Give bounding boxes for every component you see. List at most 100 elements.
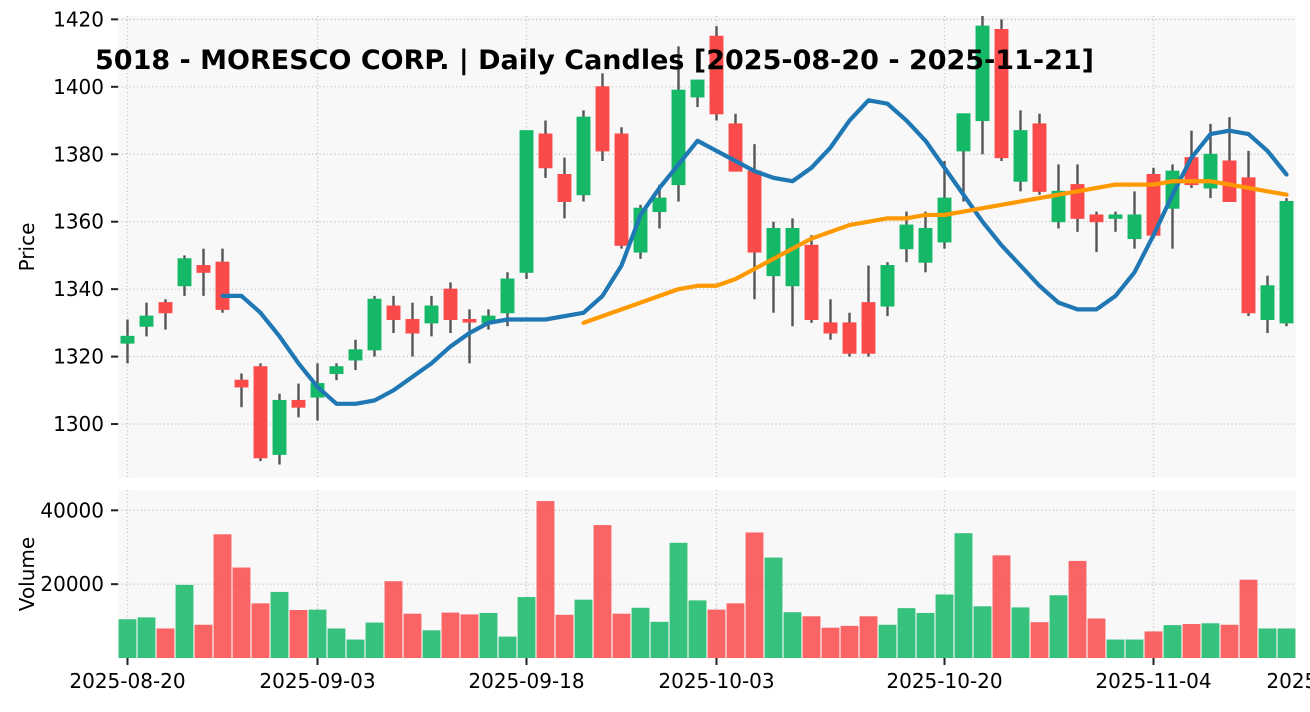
candle[interactable] — [158, 299, 173, 330]
volume-bar[interactable] — [441, 612, 460, 658]
volume-bar[interactable] — [992, 555, 1011, 658]
candle[interactable] — [614, 127, 629, 249]
candle[interactable] — [291, 383, 306, 418]
candle[interactable] — [405, 302, 420, 357]
candle[interactable] — [310, 363, 325, 421]
volume-bar[interactable] — [954, 533, 973, 658]
candle[interactable] — [766, 221, 781, 313]
volume-bar[interactable] — [555, 614, 574, 658]
volume-bar[interactable] — [1144, 631, 1163, 658]
candle[interactable] — [652, 184, 667, 229]
volume-bar[interactable] — [251, 603, 270, 658]
candle[interactable] — [1260, 275, 1275, 333]
candle[interactable] — [177, 255, 192, 296]
volume-bar[interactable] — [175, 584, 194, 658]
candle[interactable] — [386, 295, 401, 333]
candle[interactable] — [519, 130, 534, 280]
volume-bar[interactable] — [1239, 579, 1258, 658]
candle[interactable] — [253, 363, 268, 462]
candle[interactable] — [272, 393, 287, 465]
volume-bar[interactable] — [726, 603, 745, 658]
volume-bar[interactable] — [327, 628, 346, 658]
volume-bar[interactable] — [384, 581, 403, 658]
volume-bar[interactable] — [859, 616, 878, 658]
candle[interactable] — [1108, 211, 1123, 232]
candle[interactable] — [956, 113, 971, 202]
candle[interactable] — [823, 299, 838, 340]
volume-bar[interactable] — [1068, 560, 1087, 658]
candle[interactable] — [1032, 113, 1047, 195]
volume-bar[interactable] — [745, 532, 764, 658]
volume-bar[interactable] — [460, 614, 479, 658]
candle[interactable] — [234, 373, 249, 408]
candle[interactable] — [538, 120, 553, 178]
candle[interactable] — [880, 262, 895, 317]
volume-bar[interactable] — [802, 616, 821, 658]
volume-bar[interactable] — [688, 600, 707, 658]
volume-bar[interactable] — [973, 606, 992, 658]
volume-bar[interactable] — [479, 612, 498, 658]
volume-bar[interactable] — [517, 597, 536, 658]
candle[interactable] — [1013, 110, 1028, 192]
candle[interactable] — [937, 161, 952, 249]
volume-bar[interactable] — [1163, 625, 1182, 658]
volume-bar[interactable] — [1087, 618, 1106, 658]
candle[interactable] — [329, 363, 344, 381]
volume-bar[interactable] — [1125, 639, 1144, 658]
volume-bar[interactable] — [574, 599, 593, 658]
candle[interactable] — [785, 218, 800, 327]
candle[interactable] — [1146, 167, 1161, 239]
volume-bar[interactable] — [1011, 607, 1030, 658]
volume-bar[interactable] — [840, 625, 859, 658]
candle[interactable] — [994, 19, 1009, 162]
volume-bar[interactable] — [935, 594, 954, 658]
candle[interactable] — [462, 309, 477, 364]
volume-bar[interactable] — [1049, 595, 1068, 658]
volume-bar[interactable] — [422, 630, 441, 658]
volume-bar[interactable] — [783, 612, 802, 658]
volume-bar[interactable] — [631, 607, 650, 658]
candle[interactable] — [842, 312, 857, 357]
candle[interactable] — [576, 110, 591, 202]
volume-bar[interactable] — [498, 636, 517, 658]
candle[interactable] — [1089, 211, 1104, 253]
candle[interactable] — [595, 73, 610, 162]
volume-bar[interactable] — [194, 624, 213, 658]
volume-bar[interactable] — [593, 525, 612, 658]
volume-bar[interactable] — [118, 619, 137, 658]
volume-bar[interactable] — [213, 534, 232, 658]
candle[interactable] — [709, 26, 724, 121]
candle[interactable] — [1241, 150, 1256, 317]
candle[interactable] — [443, 282, 458, 333]
volume-bar[interactable] — [1277, 628, 1296, 658]
candle[interactable] — [120, 319, 135, 364]
volume-bar[interactable] — [916, 612, 935, 658]
volume-bar[interactable] — [403, 613, 422, 658]
volume-bar[interactable] — [346, 639, 365, 658]
volume-bar[interactable] — [232, 567, 251, 658]
volume-bar[interactable] — [878, 624, 897, 658]
volume-bar[interactable] — [1220, 624, 1239, 658]
volume-bar[interactable] — [137, 617, 156, 658]
candle[interactable] — [690, 79, 705, 108]
volume-bar[interactable] — [308, 609, 327, 658]
volume-bar[interactable] — [1106, 639, 1125, 658]
volume-bar[interactable] — [707, 609, 726, 658]
volume-bar[interactable] — [365, 622, 384, 658]
candle[interactable] — [348, 339, 363, 371]
candle[interactable] — [139, 302, 154, 337]
volume-bar[interactable] — [1258, 628, 1277, 658]
candle[interactable] — [196, 248, 211, 296]
volume-bar[interactable] — [289, 610, 308, 658]
candle[interactable] — [861, 265, 876, 357]
candle[interactable] — [1279, 198, 1294, 327]
candle[interactable] — [918, 211, 933, 273]
volume-bar[interactable] — [156, 628, 175, 658]
volume-bar[interactable] — [1182, 624, 1201, 658]
volume-bar[interactable] — [669, 542, 688, 658]
volume-bar[interactable] — [270, 591, 289, 658]
candle[interactable] — [975, 16, 990, 155]
candle[interactable] — [804, 235, 819, 323]
candle[interactable] — [1127, 191, 1142, 249]
volume-bar[interactable] — [897, 608, 916, 658]
